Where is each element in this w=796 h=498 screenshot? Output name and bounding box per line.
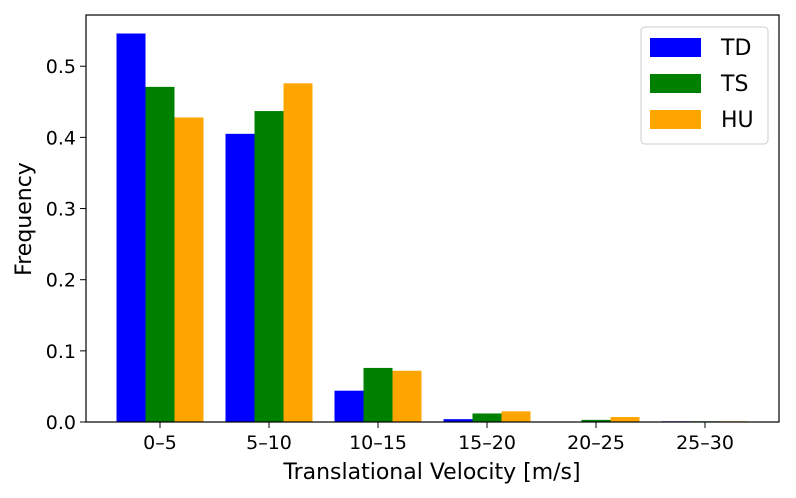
bar-td-0: [116, 33, 146, 422]
legend: TD TS HU: [640, 26, 769, 145]
x-tick-label: 20–25: [567, 432, 625, 454]
legend-swatch-td: [650, 38, 701, 57]
legend-swatch-ts: [650, 74, 701, 93]
bar-hu-4: [610, 417, 640, 422]
y-axis-title: Frequency: [12, 162, 37, 276]
bar-td-1: [225, 133, 255, 423]
x-tick-label: 10–15: [349, 432, 407, 454]
x-tick-label: 25–30: [676, 432, 734, 454]
x-tick-label: 15–20: [458, 432, 516, 454]
y-tick-label: 0.4: [46, 127, 76, 149]
bar-hu-3: [501, 411, 531, 422]
plot-frame: [85, 14, 780, 423]
bar-td-2: [334, 390, 364, 422]
x-tick-label: 5–10: [246, 432, 292, 454]
bar-hu-2: [392, 370, 422, 422]
y-tick-label: 0.3: [46, 199, 76, 221]
bar-ts-1: [254, 111, 284, 423]
legend-label-td: TD: [720, 36, 751, 61]
y-tick-label: 0.2: [46, 270, 76, 292]
bars-group: [116, 33, 749, 423]
bar-ts-3: [472, 413, 502, 422]
y-axis-ticks: 0.0 0.1 0.2 0.3 0.4 0.5: [46, 56, 86, 434]
legend-label-ts: TS: [720, 72, 748, 97]
y-tick-label: 0.0: [46, 412, 76, 434]
legend-swatch-hu: [650, 110, 701, 129]
x-axis-ticks: 0–5 5–10 10–15 15–20 20–25 25–30: [143, 422, 734, 454]
bar-hu-0: [174, 117, 204, 422]
x-axis-title: Translational Velocity [m/s]: [282, 460, 580, 485]
legend-label-hu: HU: [721, 108, 754, 133]
y-tick-label: 0.1: [46, 341, 76, 363]
bar-td-3: [443, 419, 473, 422]
bar-ts-0: [145, 86, 175, 422]
bar-ts-2: [363, 367, 393, 422]
bar-ts-4: [581, 419, 611, 422]
y-tick-label: 0.5: [46, 56, 76, 78]
bar-hu-1: [283, 83, 313, 423]
x-tick-label: 0–5: [143, 432, 177, 454]
